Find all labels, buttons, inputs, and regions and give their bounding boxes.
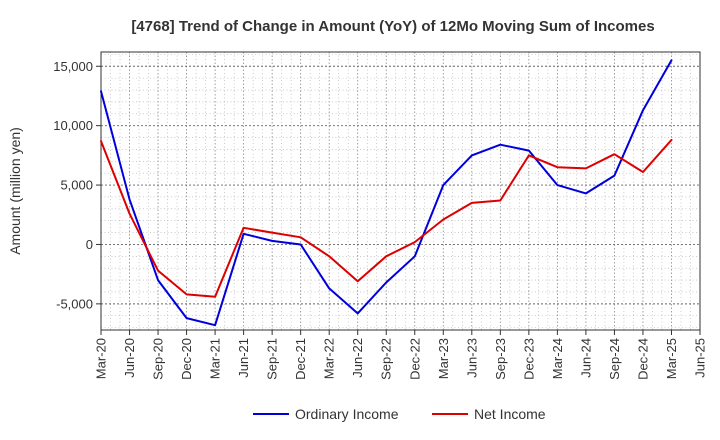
x-tick-label: Mar-22 <box>322 338 337 379</box>
x-tick-label: Mar-20 <box>94 338 109 379</box>
x-tick-label: Mar-25 <box>664 338 679 379</box>
legend-label: Net Income <box>474 406 546 422</box>
x-tick-label: Jun-20 <box>122 338 137 378</box>
x-tick-label: Mar-21 <box>208 338 223 379</box>
plot-background <box>101 52 700 330</box>
plot-border <box>100 51 701 331</box>
y-tick-label: 5,000 <box>60 178 93 193</box>
x-tick-label: Jun-25 <box>693 338 708 378</box>
legend: Ordinary Income Net Income <box>253 406 546 422</box>
legend-item: Ordinary Income <box>253 406 399 422</box>
x-tick-label: Sep-23 <box>493 338 508 380</box>
y-tick-label: -5,000 <box>56 296 93 311</box>
x-tick-label: Jun-24 <box>578 338 593 378</box>
y-tick-label: 10,000 <box>53 118 93 133</box>
x-tick-label: Dec-23 <box>521 338 536 380</box>
y-axis-label: Amount (million yen) <box>7 127 23 255</box>
x-tick-label: Sep-20 <box>151 338 166 380</box>
x-tick-label: Jun-21 <box>236 338 251 378</box>
plot-area: -5,000 0 5,000 10,000 15,000 Mar-20 Jun-20 Sep-… <box>53 51 708 380</box>
x-tick-label: Dec-24 <box>635 338 650 380</box>
x-tick-label: Sep-24 <box>607 338 622 380</box>
x-tick-label: Dec-21 <box>293 338 308 380</box>
series-line-net-income <box>100 138 673 298</box>
series-line-ordinary-income <box>100 59 673 327</box>
chart-title: [4768] Trend of Change in Amount (YoY) o… <box>131 18 654 35</box>
x-tick-label: Dec-22 <box>407 338 422 380</box>
x-tick-label: Jun-22 <box>350 338 365 378</box>
x-tick-label: Mar-24 <box>550 338 565 379</box>
y-tick-label: 0 <box>86 237 93 252</box>
x-tick-label: Sep-22 <box>379 338 394 380</box>
y-tick-label: 15,000 <box>53 59 93 74</box>
x-tick-label: Mar-23 <box>436 338 451 379</box>
legend-label: Ordinary Income <box>295 406 399 422</box>
x-tick-label: Jun-23 <box>464 338 479 378</box>
x-tick-label: Dec-20 <box>179 338 194 380</box>
x-tick-label: Sep-21 <box>265 338 280 380</box>
legend-item: Net Income <box>432 406 546 422</box>
